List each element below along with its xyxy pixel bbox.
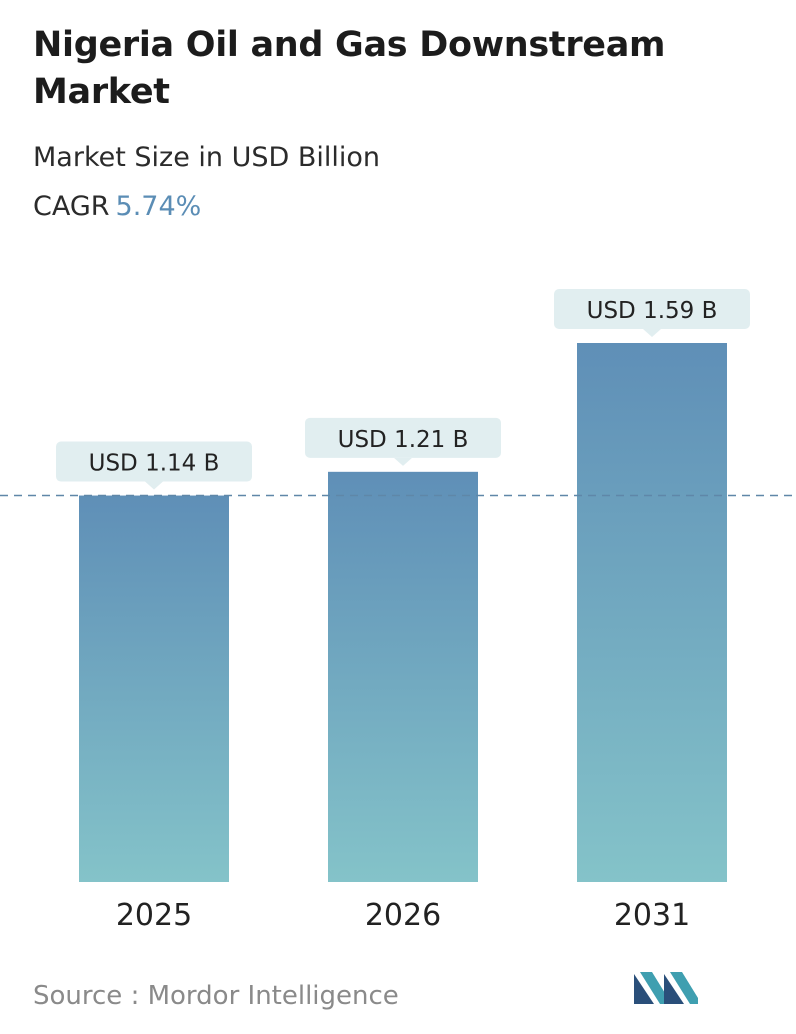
data-label-text: USD 1.21 B: [338, 427, 469, 453]
bar-2026: [328, 471, 478, 882]
data-label-2031: USD 1.59 B: [554, 289, 750, 337]
x-axis-ticks: 2025 2026 2031: [116, 898, 690, 933]
data-label-pointer: [394, 457, 412, 466]
chart-title: Nigeria Oil and Gas Downstream Market: [33, 25, 666, 112]
source-caption: Source : Mordor Intelligence: [33, 981, 399, 1011]
data-label-pointer: [643, 329, 661, 337]
cagr-label: CAGR: [33, 191, 110, 222]
cagr-row: CAGR 5.74%: [33, 189, 201, 225]
cagr-value: 5.74%: [115, 191, 202, 222]
x-tick-2031: 2031: [614, 898, 690, 933]
data-label-2026: USD 1.21 B: [305, 417, 501, 466]
data-label-text: USD 1.59 B: [587, 298, 718, 324]
bar-2025: [79, 495, 229, 882]
bars-layer: [79, 343, 727, 882]
x-tick-2025: 2025: [116, 898, 192, 933]
data-label-text: USD 1.14 B: [89, 451, 220, 477]
chart-subtitle: Market Size in USD Billion: [33, 142, 381, 173]
data-labels-layer: USD 1.14 B USD 1.21 B USD 1.59 B: [56, 289, 750, 490]
data-label-box: [56, 441, 252, 482]
data-label-2025: USD 1.14 B: [56, 441, 252, 490]
bar-2031: [577, 343, 727, 882]
data-label-box: [305, 417, 501, 458]
x-tick-2026: 2026: [365, 898, 441, 933]
data-label-pointer: [145, 481, 163, 490]
mordor-intelligence-logo-icon: [634, 972, 698, 1004]
data-label-box: [554, 289, 750, 329]
